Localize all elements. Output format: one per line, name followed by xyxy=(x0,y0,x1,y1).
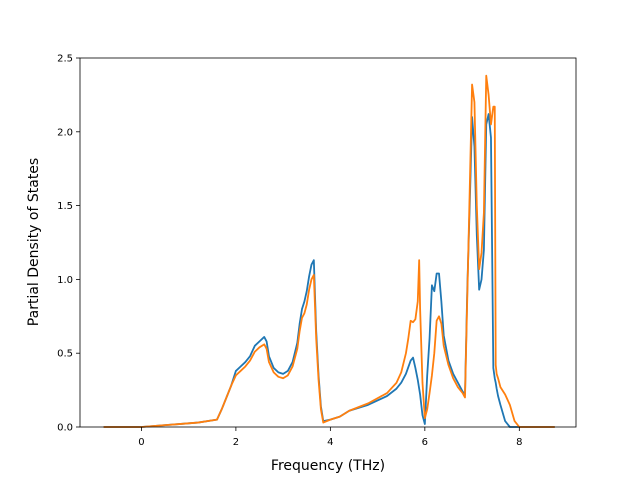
y-tick-label: 0.5 xyxy=(57,349,73,360)
series-line-1 xyxy=(103,113,555,428)
y-tick-label: 1.0 xyxy=(57,275,73,286)
x-tick-label: 2 xyxy=(233,437,239,448)
y-tick-label: 1.5 xyxy=(57,201,73,212)
y-axis-title: Partial Density of States xyxy=(26,158,42,326)
series-line-2 xyxy=(103,74,555,428)
x-tick-label: 8 xyxy=(516,437,522,448)
x-axis: 0 2 4 6 8 xyxy=(138,427,523,448)
x-tick-label: 6 xyxy=(422,437,428,448)
y-axis: 0.0 0.5 1.0 1.5 2.0 2.5 xyxy=(57,54,80,434)
x-axis-title: Frequency (THz) xyxy=(271,458,385,474)
x-tick-label: 4 xyxy=(327,437,333,448)
y-tick-label: 2.5 xyxy=(57,54,73,65)
series-group xyxy=(103,74,555,428)
x-tick-label: 0 xyxy=(138,437,144,448)
y-tick-label: 2.0 xyxy=(57,127,73,138)
axes-frame xyxy=(79,57,577,428)
y-tick-label: 0.0 xyxy=(57,423,73,434)
